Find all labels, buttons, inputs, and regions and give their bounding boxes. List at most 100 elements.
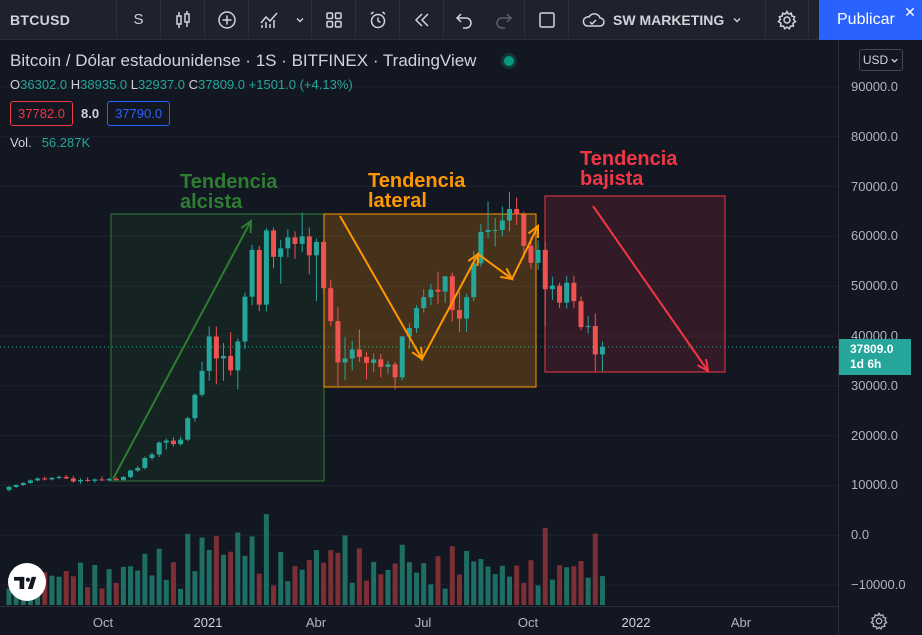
gear-icon[interactable] [765, 0, 809, 40]
volume-bar [106, 569, 112, 605]
volume-bar [142, 553, 148, 605]
price-label: 90000.0 [851, 79, 898, 94]
candle-body [292, 237, 298, 244]
currency-select[interactable]: USD [859, 49, 903, 71]
change-value: +1501.0 (+4.13%) [248, 77, 353, 92]
chevron-down-icon [891, 58, 898, 63]
candle-body [456, 310, 462, 319]
candle [271, 227, 277, 269]
add-indicator-icon[interactable] [205, 0, 249, 40]
arrow-head [697, 358, 710, 373]
candle-body [271, 230, 277, 257]
candle [92, 478, 98, 483]
candle [113, 476, 119, 481]
candle-body [306, 236, 312, 256]
candle-body [256, 249, 262, 305]
volume-bar [456, 574, 462, 605]
volume-bar [557, 565, 563, 605]
candle-body [421, 297, 427, 309]
replay-icon[interactable] [400, 0, 444, 40]
candle-body [170, 440, 176, 445]
tradingview-logo[interactable] [8, 563, 46, 601]
interval-button[interactable]: S [117, 0, 161, 40]
candle-body [249, 249, 255, 297]
candle-body [564, 282, 570, 303]
volume-bar [421, 563, 427, 605]
annotation-alcista[interactable]: Tendencia alcista [180, 171, 278, 213]
candle-body [328, 288, 334, 322]
layout-menu-button[interactable]: SW MARKETING [569, 0, 754, 40]
candle-body [135, 467, 141, 471]
close-value: 37809.0 [198, 77, 246, 92]
candle [185, 416, 191, 442]
undo-icon[interactable] [444, 0, 484, 40]
volume-bar [342, 535, 348, 605]
price-label: 50000.0 [851, 278, 898, 294]
volume-bar [56, 576, 62, 605]
candle [256, 245, 262, 312]
symbol-search-button[interactable]: BTCUSD [0, 0, 117, 40]
price-axis[interactable]: USD 90000.0 80000.0 70000.0 60000.0 50000.0 4… [838, 41, 922, 635]
volume-bar [414, 572, 420, 605]
sell-button[interactable]: 37782.0 [10, 101, 73, 126]
candle [278, 239, 284, 284]
annotation-bajista[interactable]: Tendencia bajista [580, 148, 678, 190]
candle [421, 289, 427, 313]
candle-body [335, 321, 341, 363]
candle [471, 250, 477, 302]
price-label: 0.0 [851, 527, 870, 543]
volume-bar [592, 533, 598, 605]
candle [378, 353, 384, 378]
arrow-head [411, 346, 424, 361]
candle [356, 329, 362, 362]
candle-body [27, 480, 33, 483]
time-axis[interactable]: Oct 2021 Abr Jul Oct 2022 Abr [0, 606, 838, 635]
fullscreen-icon[interactable] [525, 0, 569, 40]
time-label: 2022 [621, 615, 651, 630]
candle [49, 476, 55, 481]
candles-icon[interactable] [161, 0, 205, 40]
layout-name: SW MARKETING [613, 11, 725, 28]
gear-icon[interactable] [870, 612, 888, 630]
volume-bar [578, 561, 584, 605]
annotation-lateral[interactable]: Tendencia lateral [368, 170, 466, 212]
indicators-icon[interactable] [249, 0, 289, 40]
candle [578, 296, 584, 331]
volume-bar [313, 550, 319, 605]
volume-bar [271, 585, 277, 605]
time-label: Abr [305, 615, 327, 630]
price-label: 70000.0 [851, 178, 898, 194]
candle-body [578, 301, 584, 328]
redo-icon[interactable] [484, 0, 524, 40]
chart-pane[interactable]: Bitcoin / Dólar estadounidense · 1S · BI… [0, 41, 922, 635]
price-label: 10000.0 [851, 477, 898, 493]
candle-body [349, 349, 355, 359]
volume-bar [399, 544, 405, 605]
close-icon[interactable]: ✕ [904, 4, 916, 20]
buy-button[interactable]: 37790.0 [107, 101, 171, 126]
layout-grid-icon[interactable] [312, 0, 356, 40]
time-label: Abr [730, 615, 752, 630]
candle [128, 469, 134, 479]
volume-bar [70, 576, 76, 605]
candle-body [163, 440, 169, 443]
candle-body [120, 476, 126, 480]
candle [321, 238, 327, 294]
candle [478, 223, 484, 267]
candle-body [149, 454, 155, 459]
candle-body [428, 289, 434, 298]
volume-bar [571, 566, 577, 605]
publish-button[interactable]: Publicar [819, 0, 922, 40]
price-chart[interactable] [0, 41, 838, 635]
candle [292, 231, 298, 259]
candle-body [392, 364, 398, 378]
chevron-down-icon[interactable] [289, 0, 311, 40]
candle [399, 336, 405, 381]
candle-body [485, 229, 491, 232]
alert-icon[interactable] [356, 0, 400, 40]
volume-bar [478, 558, 484, 605]
market-status-icon[interactable] [504, 56, 515, 66]
candle [449, 272, 455, 322]
candle [313, 238, 319, 302]
symbol-description[interactable]: Bitcoin / Dólar estadounidense · 1S · BI… [10, 51, 477, 70]
